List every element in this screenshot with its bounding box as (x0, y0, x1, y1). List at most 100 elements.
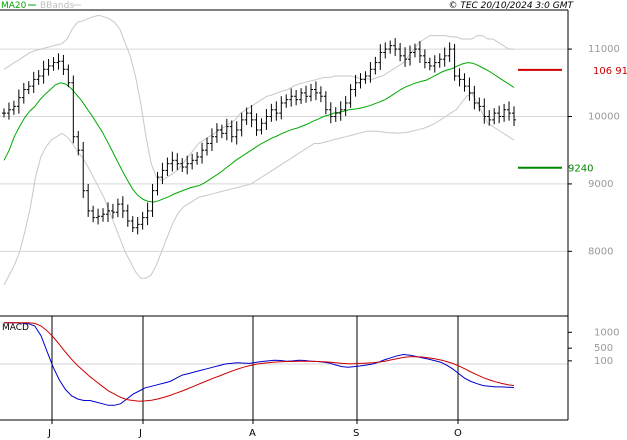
ohlc-bar (56, 53, 61, 70)
ohlc-bar (115, 198, 120, 218)
x-month-label: O (454, 428, 462, 439)
ohlc-bar (160, 162, 165, 185)
ma20-series (3, 62, 515, 203)
ohlc-bar (447, 42, 452, 62)
ma20-line (3, 62, 515, 203)
ohlc-bar (205, 137, 210, 156)
bb-lower-line (3, 92, 515, 286)
ohlc-bar (492, 108, 497, 125)
ohlc-bar (249, 105, 254, 128)
ohlc-bar (66, 64, 71, 88)
ohlc-bar (155, 171, 160, 196)
ohlc-bar (81, 141, 86, 199)
x-month-label: S (353, 428, 359, 439)
ohlc-bar (299, 88, 304, 104)
ohlc-bar (452, 43, 457, 81)
main-y-tick-label: 8000 (588, 246, 613, 257)
ohlc-bar (86, 183, 91, 217)
ohlc-bar (41, 60, 46, 84)
ohlc-bar (457, 68, 462, 87)
ohlc-bar (190, 153, 195, 170)
main-y-tick-label: 9000 (588, 179, 613, 190)
ohlc-bar (16, 89, 21, 114)
ohlc-bar (274, 101, 279, 121)
ohlc-bar (323, 91, 328, 115)
ohlc-bar (427, 57, 432, 71)
ohlc-bar (120, 196, 125, 219)
copyright-text: © TEC 20/10/2024 3:0 GMT (448, 1, 574, 11)
ma20-legend: MA20 (1, 1, 27, 11)
ohlc-bar (378, 44, 383, 70)
ohlc-bar (26, 81, 31, 95)
ohlc-bar (130, 216, 135, 233)
ohlc-bar (422, 49, 427, 69)
ohlc-bar (259, 118, 264, 135)
ohlc-bar (165, 157, 170, 176)
ohlc-bar (195, 152, 200, 165)
ohlc-bar (462, 73, 467, 92)
ohlc-bar (333, 107, 338, 122)
ohlc-bar (140, 211, 145, 230)
ohlc-bar (289, 88, 294, 107)
ohlc-bar (373, 56, 378, 75)
ohlc-bar (507, 101, 512, 121)
ohlc-bar (61, 54, 66, 76)
ohlc-bar (512, 106, 516, 126)
x-month-label: A (249, 428, 256, 439)
ohlc-bar (358, 73, 363, 89)
price-bars (2, 38, 516, 235)
ohlc-bar (313, 81, 318, 101)
ohlc-bar (477, 97, 482, 112)
bb-upper-line (3, 14, 514, 182)
ohlc-bar (101, 208, 106, 222)
ohlc-bar (279, 96, 284, 120)
ohlc-bar (408, 45, 413, 66)
main-y-tick-label: 10000 (588, 111, 620, 122)
ohlc-bar (403, 47, 408, 67)
ohlc-bar (239, 112, 244, 137)
ohlc-bar (432, 55, 437, 73)
ohlc-bar (472, 85, 477, 110)
main-grid (0, 48, 568, 252)
ohlc-bar (150, 183, 155, 217)
macd-panel-title: MACD (2, 323, 29, 333)
ohlc-bar (244, 107, 249, 125)
ohlc-bar (214, 123, 219, 143)
ohlc-bar (135, 217, 140, 235)
ohlc-bar (318, 86, 323, 103)
ohlc-bar (393, 38, 398, 56)
macd-y-tick-label: 500 (594, 343, 613, 354)
levels: 106 91 9240 (518, 66, 627, 175)
ohlc-bar (338, 101, 343, 121)
ohlc-bar (209, 128, 214, 151)
main-y-tick-label: 11000 (588, 44, 620, 55)
ohlc-bar (180, 158, 185, 173)
support-level-label: 9240 (568, 164, 593, 175)
bbands-legend: BBands (40, 1, 74, 11)
ohlc-bar (308, 83, 313, 102)
ohlc-bar (229, 120, 234, 143)
ohlc-bar (269, 103, 274, 122)
ohlc-bar (502, 103, 507, 122)
ohlc-bar (91, 205, 96, 223)
macd-line (4, 322, 515, 406)
ohlc-bar (36, 70, 41, 85)
ohlc-bar (442, 47, 447, 67)
x-month-label: J (138, 428, 142, 439)
ohlc-bar (175, 153, 180, 171)
ohlc-bar (482, 98, 487, 124)
ohlc-bar (363, 71, 368, 84)
resistance-level-label: 106 91 (593, 66, 627, 77)
ohlc-bar (412, 43, 417, 58)
ohlc-bar (185, 155, 190, 175)
main-y-axis: 11000 10000 9000 8000 (568, 44, 620, 257)
ohlc-bar (224, 118, 229, 141)
ohlc-bar (343, 96, 348, 117)
ohlc-bar (11, 100, 16, 115)
ohlc-bar (21, 82, 26, 104)
ohlc-bar (398, 43, 403, 62)
ohlc-bar (264, 109, 269, 130)
ohlc-bar (417, 41, 422, 63)
